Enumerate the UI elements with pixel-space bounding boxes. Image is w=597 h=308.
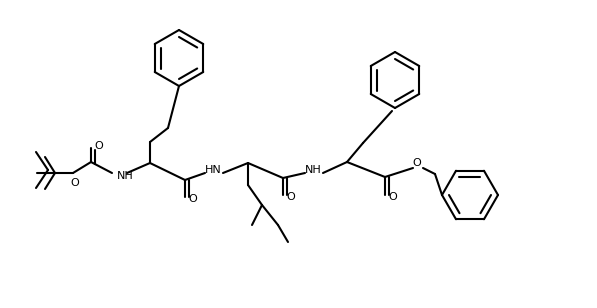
Text: O: O [95, 141, 103, 151]
Text: NH: NH [117, 171, 134, 181]
Text: O: O [287, 192, 296, 202]
Text: O: O [189, 194, 198, 204]
Text: O: O [413, 158, 421, 168]
Text: NH: NH [304, 165, 321, 175]
Text: O: O [70, 178, 79, 188]
Text: O: O [389, 192, 398, 202]
Text: HN: HN [205, 165, 221, 175]
